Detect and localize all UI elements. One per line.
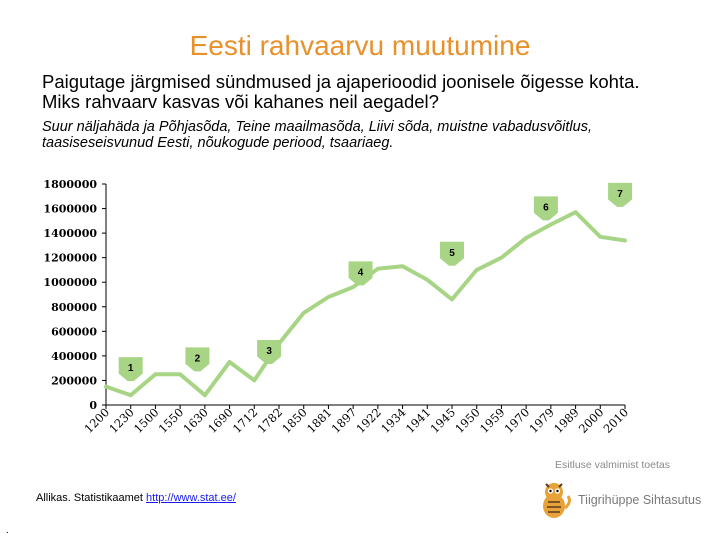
y-tick-label: 1800000 <box>43 178 97 191</box>
footnote-dot: . <box>6 525 9 536</box>
y-tick-label: 200000 <box>51 374 97 387</box>
chart-axes <box>105 184 625 406</box>
callout-label: 1 <box>128 363 134 374</box>
x-tick-label: 1230 <box>106 405 137 436</box>
x-tick-label: 1550 <box>156 405 187 436</box>
x-tick-label: 1630 <box>180 405 211 436</box>
callout-shape <box>185 347 210 372</box>
callout-label: 7 <box>617 189 623 200</box>
callout-label: 2 <box>195 353 201 364</box>
event-callouts: 1 2 3 4 5 6 7 <box>118 182 633 382</box>
y-tick-label: 1200000 <box>43 252 97 265</box>
callout-4: 4 <box>348 261 373 286</box>
population-line-chart: 0 200000 400000 600000 800000 1000000 1200000 1… <box>43 178 633 436</box>
y-tick-label: 600000 <box>51 325 97 338</box>
x-tick-label: 1881 <box>304 405 335 436</box>
callout-shape <box>608 182 633 207</box>
x-tick-label: 1970 <box>502 405 533 436</box>
callout-label: 5 <box>449 248 455 259</box>
x-tick-label: 1850 <box>279 405 310 436</box>
tiger-logo-icon <box>543 483 571 518</box>
x-tick-label: 1922 <box>353 405 384 436</box>
y-tick-label: 1000000 <box>43 276 97 289</box>
callout-label: 4 <box>358 267 364 278</box>
x-tick-label: 1712 <box>230 405 261 436</box>
x-tick-label: 1950 <box>452 405 483 436</box>
x-tick-label: 1941 <box>403 405 434 436</box>
y-tick-label: 1400000 <box>43 227 97 240</box>
x-tick-label: 1200 <box>82 405 113 436</box>
source-label: Allikas. Statistikaamet <box>36 492 147 504</box>
y-tick-label: 400000 <box>51 350 97 363</box>
callout-1: 1 <box>118 357 143 382</box>
x-tick-label: 1945 <box>428 405 459 436</box>
x-tick-label: 2010 <box>601 405 632 436</box>
x-tick-label: 1989 <box>551 405 582 436</box>
callout-shape <box>533 196 558 221</box>
x-tick-label: 1782 <box>255 405 286 436</box>
y-tick-label: 800000 <box>51 301 97 314</box>
x-tick-labels: 1200123015001550163016901712178218501881… <box>82 405 632 436</box>
callout-3: 3 <box>257 339 282 364</box>
sponsor-logo: Tiigrihüppe Sihtasutus <box>534 478 701 522</box>
source-link[interactable]: http://www.stat.ee/ <box>146 492 236 504</box>
x-tick-label: 1934 <box>378 405 409 436</box>
callout-7: 7 <box>608 182 633 207</box>
callout-6: 6 <box>533 196 558 221</box>
x-tick-label: 2000 <box>576 405 607 436</box>
population-series-line <box>104 210 627 398</box>
events-list: Suur näljahäda ja Põhjasõda, Teine maail… <box>42 119 592 151</box>
x-tick-label: 1500 <box>131 405 162 436</box>
y-tick-label: 0 <box>89 399 97 412</box>
x-tick-label: 1690 <box>205 405 236 436</box>
callout-label: 6 <box>543 202 549 213</box>
callout-shape <box>118 357 143 382</box>
source-note: Allikas. Statistikaamet http://www.stat.… <box>36 492 236 504</box>
sponsor-text: Esitluse valmimist toetas <box>555 459 670 471</box>
x-tick-label: 1897 <box>329 405 360 436</box>
logo-text: Tiigrihüppe Sihtasutus <box>578 493 702 507</box>
y-tick-label: 1600000 <box>43 203 97 216</box>
callout-2: 2 <box>185 347 210 372</box>
x-tick-label: 1959 <box>477 405 508 436</box>
y-tick-labels: 0 200000 400000 600000 800000 1000000 1200000 1… <box>43 178 106 412</box>
callout-shape <box>440 241 464 266</box>
x-tick-label: 1979 <box>526 405 557 436</box>
callout-label: 3 <box>266 346 272 357</box>
callout-5: 5 <box>440 241 464 266</box>
slide-title: Eesti rahvaarvu muutumine <box>189 30 531 61</box>
instruction-text: Paigutage järgmised sündmused ja ajaperi… <box>42 71 640 112</box>
callout-shape <box>257 339 282 364</box>
callout-shape <box>348 261 373 286</box>
